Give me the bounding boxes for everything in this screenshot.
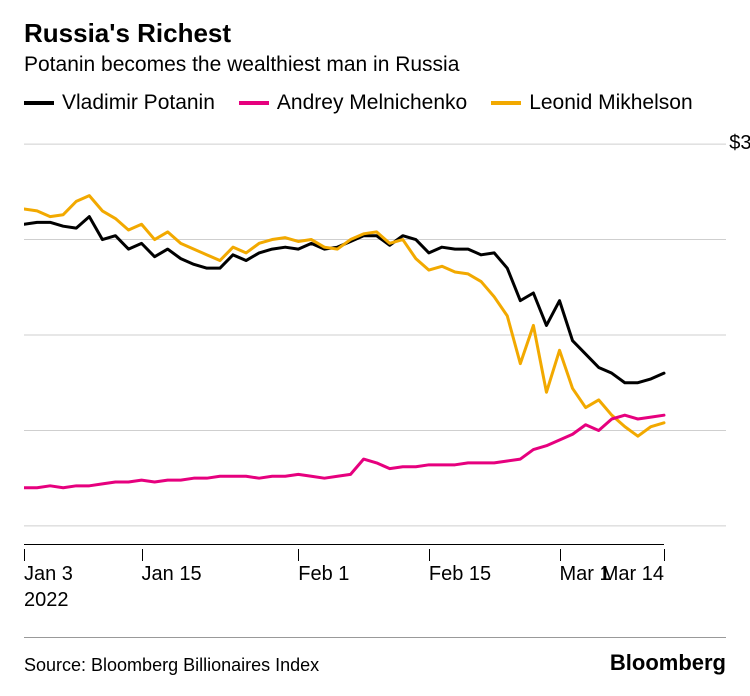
x-tick (142, 549, 143, 561)
x-tick-label: Feb 15 (429, 563, 491, 586)
x-tick (560, 549, 561, 561)
x-tick (664, 549, 665, 561)
brand-logo: Bloomberg (610, 650, 726, 676)
x-year-label: 2022 (24, 589, 69, 612)
legend: Vladimir Potanin Andrey Melnichenko Leonid… (24, 91, 726, 115)
x-tick (24, 549, 25, 561)
x-tick-label: Jan 3 (24, 563, 73, 586)
chart-plot-area: $35B15202530 (24, 125, 726, 545)
legend-swatch (239, 101, 269, 105)
legend-label: Leonid Mikhelson (529, 91, 692, 115)
legend-item: Vladimir Potanin (24, 91, 215, 115)
x-tick (298, 549, 299, 561)
legend-item: Andrey Melnichenko (239, 91, 467, 115)
legend-item: Leonid Mikhelson (491, 91, 692, 115)
series-line (24, 196, 664, 437)
chart-title: Russia's Richest (24, 18, 726, 49)
x-tick-label: Feb 1 (298, 563, 349, 586)
legend-label: Vladimir Potanin (62, 91, 215, 115)
legend-label: Andrey Melnichenko (277, 91, 467, 115)
x-tick (429, 549, 430, 561)
line-chart-svg (24, 125, 726, 545)
series-line (24, 415, 664, 488)
x-tick-label: Jan 15 (142, 563, 202, 586)
chart-footer: Source: Bloomberg Billionaires Index Blo… (24, 637, 726, 676)
x-axis-labels: Jan 3Jan 15Feb 1Feb 15Mar 1Mar 142022 (24, 549, 726, 619)
chart-container: Russia's Richest Potanin becomes the wea… (0, 0, 750, 696)
y-tick-label: $35B (729, 132, 750, 155)
legend-swatch (491, 101, 521, 105)
source-text: Source: Bloomberg Billionaires Index (24, 655, 319, 676)
chart-subtitle: Potanin becomes the wealthiest man in Ru… (24, 53, 726, 77)
series-line (24, 217, 664, 383)
x-tick-label: Mar 14 (594, 563, 664, 586)
legend-swatch (24, 101, 54, 105)
